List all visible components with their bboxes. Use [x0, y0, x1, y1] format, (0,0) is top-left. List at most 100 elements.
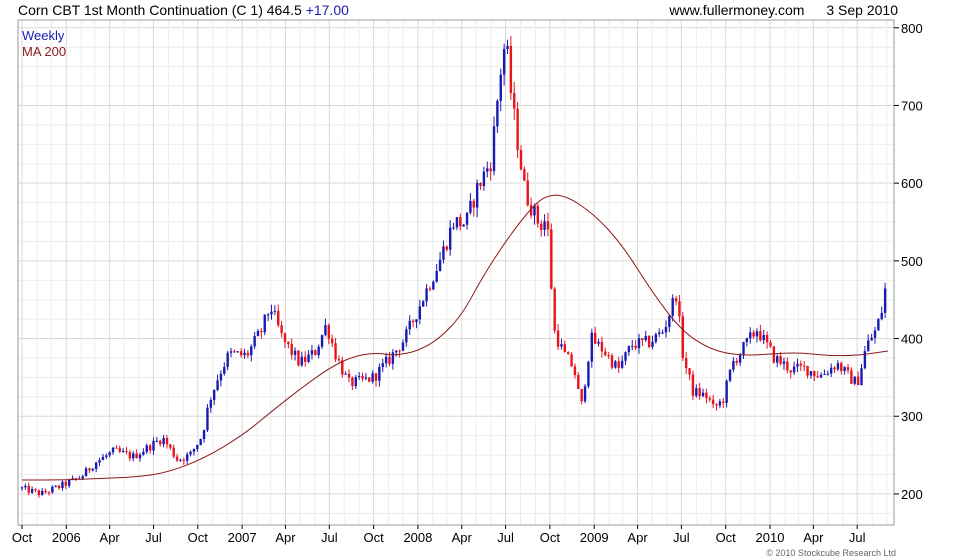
x-tick-label: Jul — [145, 530, 162, 545]
candle-body — [314, 350, 317, 356]
candle-body — [263, 314, 266, 333]
y-tick-label: 400 — [901, 332, 923, 347]
candle-body — [179, 459, 182, 461]
candle-body — [529, 204, 533, 216]
candle-body — [330, 338, 334, 344]
candle-body — [560, 344, 563, 347]
candle-body — [853, 376, 856, 384]
legend-weekly: Weekly — [22, 28, 65, 43]
x-tick-label: Oct — [12, 530, 33, 545]
candle-body — [580, 388, 583, 402]
candle-body — [304, 356, 307, 362]
candle-body — [148, 445, 152, 451]
candle-body — [570, 354, 573, 367]
candle-body — [475, 183, 479, 208]
candle-body — [745, 338, 749, 343]
candle-body — [354, 377, 357, 387]
candle-body — [192, 449, 196, 452]
candle-body — [651, 341, 654, 348]
x-tick-label: Oct — [188, 530, 209, 545]
candle-body — [644, 336, 647, 340]
candle-body — [448, 227, 452, 250]
candle-body — [553, 288, 556, 331]
candle-body — [307, 354, 310, 362]
candle-body — [755, 331, 759, 337]
candle-body — [870, 337, 873, 341]
legend-ma200: MA 200 — [22, 44, 66, 59]
candle-body — [395, 350, 398, 353]
candle-body — [364, 377, 368, 379]
candle-body — [128, 452, 132, 459]
x-tick-label: Oct — [540, 530, 561, 545]
candle-body — [769, 342, 772, 347]
candle-body — [681, 316, 685, 359]
candle-body — [742, 342, 745, 355]
candle-body — [695, 388, 698, 396]
candle-body — [634, 345, 637, 349]
candle-body — [68, 479, 71, 486]
candle-body — [101, 456, 105, 461]
title-text: Corn CBT 1st Month Continuation (C 1) — [18, 2, 263, 18]
candle-body — [523, 169, 526, 181]
candle-body — [819, 374, 823, 378]
candle-body — [604, 351, 607, 356]
candle-body — [196, 444, 199, 450]
candle-body — [347, 373, 351, 378]
candle-body — [290, 343, 293, 355]
x-tick-label: 2010 — [756, 530, 785, 545]
candle-body — [614, 361, 617, 368]
candle-body — [54, 485, 57, 487]
candle-body — [647, 336, 651, 348]
candle-body — [88, 468, 91, 471]
candle-body — [71, 478, 74, 480]
candle-body — [277, 310, 280, 326]
candle-body — [735, 361, 738, 363]
candle-body — [867, 340, 870, 352]
candle-body — [472, 200, 475, 208]
candle-body — [108, 452, 111, 456]
candle-body — [74, 478, 78, 480]
candle-body — [357, 375, 361, 378]
candle-body — [283, 333, 287, 342]
candle-body — [41, 490, 44, 496]
candle-body — [266, 314, 270, 316]
y-tick-label: 500 — [901, 254, 923, 269]
candle-body — [759, 331, 762, 341]
candle-body — [786, 361, 789, 371]
candle-body — [688, 368, 691, 375]
candle-body — [577, 375, 580, 389]
candle-body — [684, 358, 688, 369]
candle-body — [250, 346, 253, 356]
x-tick-label: Apr — [275, 530, 296, 545]
candle-body — [668, 315, 671, 328]
candle-body — [533, 205, 536, 216]
x-tick-label: Apr — [803, 530, 824, 545]
candle-body — [705, 392, 708, 399]
candle-body — [465, 212, 469, 225]
candle-body — [506, 45, 509, 49]
candle-body — [256, 330, 260, 337]
candle-body — [654, 334, 658, 342]
candle-body — [843, 367, 846, 372]
candle-body — [381, 363, 384, 367]
candle-body — [132, 453, 135, 459]
site-link[interactable]: www.fullermoney.com — [669, 2, 805, 18]
candle-body — [631, 345, 634, 347]
candle-body — [246, 352, 250, 356]
candle-body — [701, 392, 705, 397]
candle-body — [34, 489, 37, 491]
candle-body — [135, 453, 138, 459]
candle-body — [792, 366, 796, 373]
candle-body — [519, 150, 523, 170]
candle-body — [212, 389, 216, 401]
candle-body — [883, 288, 887, 313]
candle-body — [829, 367, 833, 374]
candle-body — [30, 489, 34, 493]
candle-body — [597, 341, 600, 344]
candle-body — [425, 288, 428, 302]
candle-body — [121, 451, 125, 453]
candle-body — [620, 360, 624, 368]
candle-body — [384, 356, 388, 364]
chart-title: Corn CBT 1st Month Continuation (C 1) 46… — [18, 0, 349, 20]
candle-body — [378, 366, 381, 381]
